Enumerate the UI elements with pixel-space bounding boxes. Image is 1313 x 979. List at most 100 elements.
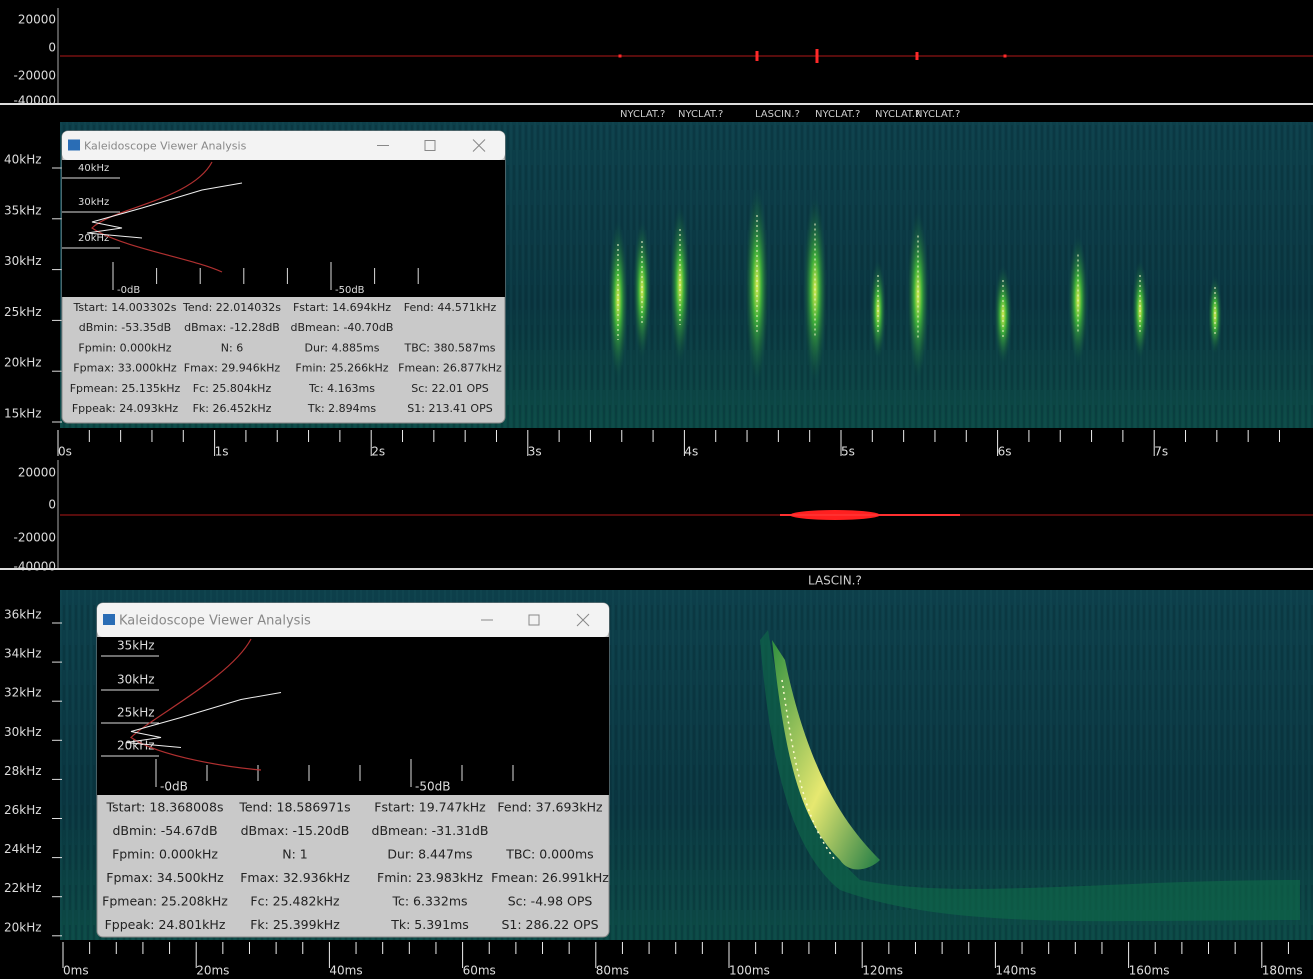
- stat-value: Fmin: 23.983kHz: [377, 870, 483, 885]
- call-trace: [781, 679, 836, 861]
- stat-value: Fstart: 14.694kHz: [293, 301, 391, 314]
- call-pulse: [907, 210, 929, 380]
- close-button[interactable]: [576, 613, 590, 627]
- window-icon: [103, 614, 115, 625]
- waveform-label: -40000: [13, 560, 56, 574]
- maximize-button[interactable]: [424, 140, 436, 151]
- freq-label: 20kHz: [4, 356, 42, 370]
- stat-value: N: 1: [282, 847, 308, 862]
- close-button[interactable]: [472, 139, 486, 152]
- stat-value: Fmax: 32.936kHz: [240, 870, 350, 885]
- stat-value: Fend: 44.571kHz: [404, 301, 497, 314]
- stat-value: Fppeak: 24.801kHz: [105, 917, 226, 932]
- stat-value: S1: 286.22 OPS: [501, 917, 598, 932]
- time-label: 160ms: [1129, 964, 1170, 978]
- time-label: 20ms: [196, 964, 229, 978]
- stat-value: Fppeak: 24.093kHz: [72, 402, 179, 415]
- time-label: 80ms: [596, 964, 629, 978]
- stat-value: S1: 213.41 OPS: [407, 402, 492, 415]
- graph-white-curve: [125, 692, 282, 748]
- stat-value: dBmin: -53.35dB: [79, 321, 171, 334]
- freq-label: 35kHz: [4, 203, 42, 217]
- analysis-graph: [62, 160, 505, 297]
- freq-label: 32kHz: [4, 686, 42, 700]
- graph-white-curve: [86, 182, 243, 239]
- freq-label: 15kHz: [4, 407, 42, 421]
- stat-value: dBmin: -54.67dB: [112, 823, 217, 838]
- freq-label: 28kHz: [4, 764, 42, 778]
- time-label: 140ms: [995, 964, 1036, 978]
- call-sweep-glow: [760, 630, 1300, 922]
- maximize-button[interactable]: [528, 614, 540, 626]
- stat-value: Dur: 4.885ms: [305, 341, 380, 354]
- stat-value: Fpmean: 25.208kHz: [102, 894, 228, 909]
- window-titlebar: [62, 131, 505, 160]
- stat-value: N: 6: [221, 341, 243, 354]
- stat-value: Dur: 8.447ms: [387, 847, 472, 862]
- stat-value: Tstart: 14.003302s: [73, 301, 177, 314]
- freq-label: 34kHz: [4, 647, 42, 661]
- graph-freq-label: 35kHz: [117, 639, 155, 653]
- stat-value: Fstart: 19.747kHz: [374, 800, 486, 815]
- freq-label: 22kHz: [4, 881, 42, 895]
- stat-value: Tk: 2.894ms: [307, 402, 376, 415]
- stat-value: Fmean: 26.877kHz: [398, 362, 502, 375]
- stat-value: Tc: 6.332ms: [391, 894, 467, 909]
- stat-value: Fpmax: 33.000kHz: [73, 362, 177, 375]
- graph-red-curve: [130, 638, 262, 771]
- graph-db-label: -50dB: [335, 285, 365, 296]
- stat-value: Tk: 5.391ms: [390, 917, 469, 932]
- freq-label: 30kHz: [4, 725, 42, 739]
- stat-value: Fk: 26.452kHz: [193, 402, 272, 415]
- time-label: 1s: [215, 445, 229, 459]
- call-pulse: [633, 220, 651, 360]
- time-label: 0ms: [63, 964, 89, 978]
- freq-label: 25kHz: [4, 305, 42, 319]
- species-label: NYCLAT.?: [620, 109, 665, 120]
- freq-label: 36kHz: [4, 608, 42, 622]
- stat-value: Fc: 25.482kHz: [250, 894, 340, 909]
- waveform-label: -40000: [13, 94, 56, 108]
- stat-value: Fend: 37.693kHz: [497, 800, 603, 815]
- time-label: 100ms: [729, 964, 770, 978]
- stat-value: Tend: 22.014032s: [182, 301, 281, 314]
- time-label: 40ms: [329, 964, 362, 978]
- species-label: NYCLAT.?: [678, 109, 723, 120]
- time-label: 120ms: [862, 964, 903, 978]
- species-label: NYCLAT.?: [915, 109, 960, 120]
- stat-value: Fk: 25.399kHz: [250, 917, 340, 932]
- time-label: 60ms: [463, 964, 496, 978]
- window-icon: [68, 139, 80, 151]
- freq-label: 30kHz: [4, 254, 42, 268]
- call-sweep: [772, 640, 880, 870]
- graph-red-curve: [91, 161, 223, 273]
- analysis-graph: [97, 637, 609, 795]
- graph-db-label: -0dB: [117, 285, 140, 296]
- stat-value: TBC: 380.587ms: [404, 341, 496, 354]
- time-label: 7s: [1154, 445, 1168, 459]
- stat-value: Fpmin: 0.000kHz: [112, 847, 218, 862]
- graph-freq-label: 30kHz: [117, 673, 155, 687]
- graph-freq-label: 40kHz: [78, 163, 109, 174]
- graph-freq-label: 20kHz: [78, 233, 109, 244]
- freq-label: 24kHz: [4, 842, 42, 856]
- stat-value: Fpmax: 34.500kHz: [106, 870, 224, 885]
- time-label: 0s: [58, 445, 72, 459]
- waveform-bg: [0, 460, 1313, 568]
- graph-db-label: -0dB: [160, 780, 188, 794]
- time-label: 5s: [841, 445, 855, 459]
- stat-value: Tstart: 18.368008s: [106, 800, 224, 815]
- graph-freq-label: 25kHz: [117, 706, 155, 720]
- time-axis: [0, 940, 1313, 979]
- species-label: LASCIN.?: [808, 574, 862, 588]
- waveform-label: 20000: [18, 466, 56, 480]
- species-label: LASCIN.?: [755, 109, 800, 120]
- freq-label: 26kHz: [4, 803, 42, 817]
- stat-value: Tc: 4.163ms: [308, 382, 375, 395]
- stat-value: Fmean: 26.991kHz: [491, 870, 609, 885]
- call-pulse: [1208, 275, 1222, 355]
- stat-value: dBmean: -40.70dB: [291, 321, 394, 334]
- stat-value: dBmax: -15.20dB: [241, 823, 350, 838]
- stat-value: Fmin: 25.266kHz: [295, 362, 388, 375]
